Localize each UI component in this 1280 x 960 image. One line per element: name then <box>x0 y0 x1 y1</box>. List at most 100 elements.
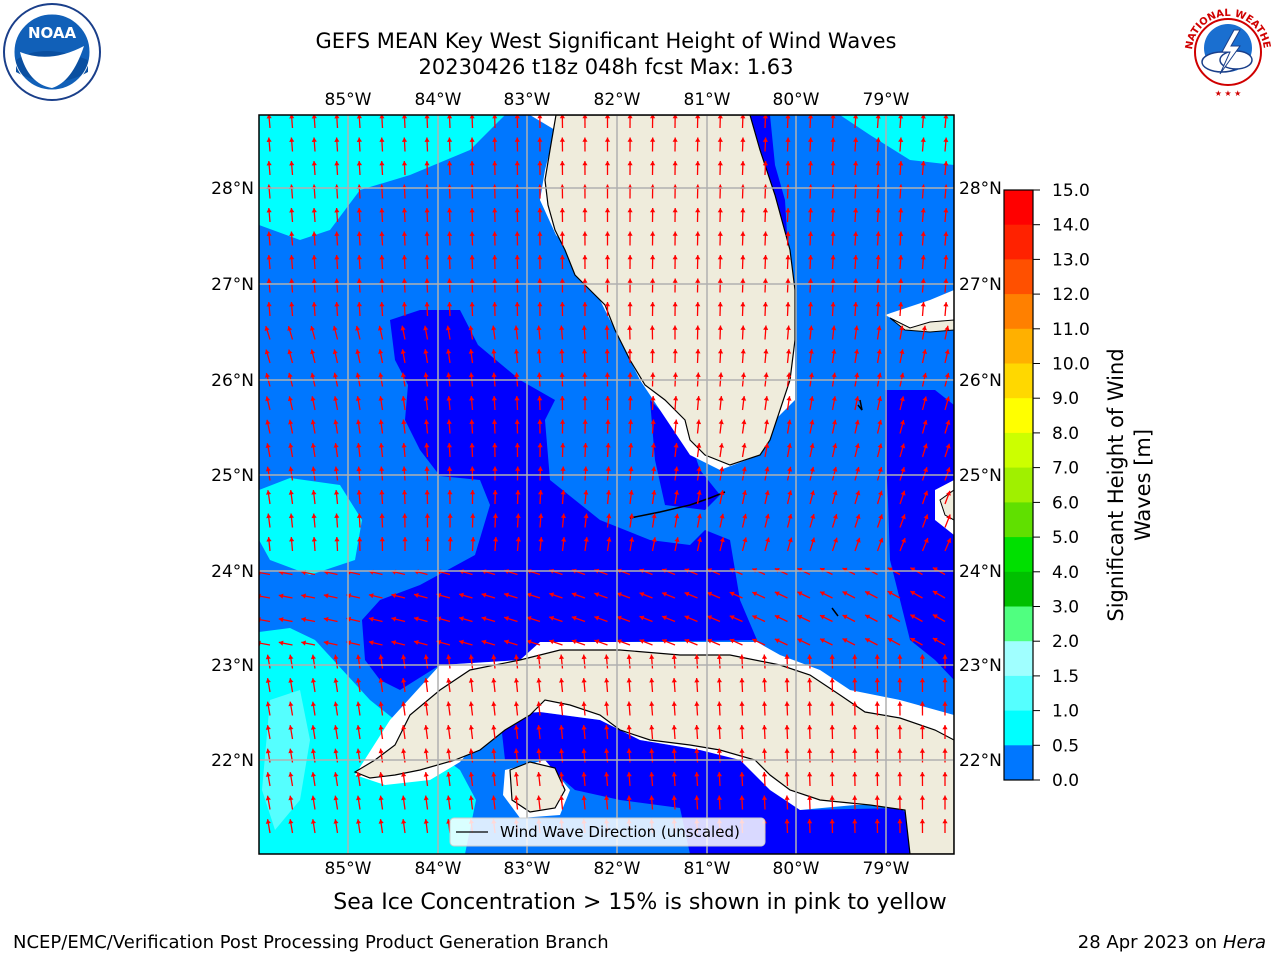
wave-direction-arrowhead <box>582 396 588 401</box>
wave-direction-arrowhead <box>536 678 542 683</box>
wave-direction-arrowhead <box>865 638 871 643</box>
wave-direction-arrowhead <box>878 514 884 520</box>
wave-direction-arrowhead <box>784 748 790 753</box>
wave-direction-arrowhead <box>899 396 905 402</box>
wave-direction-arrowhead <box>323 616 329 622</box>
wave-direction-arrowhead <box>740 278 746 283</box>
wave-direction-arrowhead <box>332 349 338 355</box>
wave-direction-arrowhead <box>898 137 904 142</box>
wave-direction-arrowhead <box>740 161 746 166</box>
wave-direction-arrowhead <box>874 795 880 800</box>
wave-direction-arrowhead <box>649 795 655 800</box>
wave-direction-arrowhead <box>684 591 690 597</box>
wave-direction-arrowhead <box>402 513 408 518</box>
wave-direction-arrowhead <box>266 231 272 236</box>
wave-direction-arrowhead <box>899 325 905 331</box>
wave-direction-arrowhead <box>829 725 835 730</box>
wave-direction-arrowhead <box>662 615 667 621</box>
wave-direction-arrowhead <box>423 748 429 754</box>
wave-direction-arrowhead <box>764 466 770 472</box>
wave-direction-arrowhead <box>649 725 655 730</box>
wave-direction-arrowhead <box>446 795 452 801</box>
wave-direction-arrowhead <box>604 701 610 706</box>
wave-direction-arrowhead <box>356 819 362 824</box>
wave-direction-arrowhead <box>368 616 374 622</box>
wave-direction-arrowhead <box>581 772 587 777</box>
wave-direction-arrowhead <box>378 795 384 801</box>
wave-direction-arrowhead <box>559 231 565 236</box>
wave-direction-arrowhead <box>311 466 317 472</box>
wave-direction-arrowhead <box>400 325 406 331</box>
wave-direction-arrowhead <box>468 772 474 777</box>
wave-direction-arrowhead <box>401 654 407 660</box>
wave-direction-arrowhead <box>446 349 452 354</box>
wave-direction-arrowhead <box>829 678 835 683</box>
wave-direction-arrowhead <box>887 614 893 620</box>
wave-direction-arrowhead <box>752 638 758 644</box>
wave-direction-arrowhead <box>762 231 768 236</box>
wave-direction-arrowhead <box>650 419 656 424</box>
wave-direction-arrowhead <box>266 490 272 495</box>
wave-direction-arrowhead <box>639 592 645 597</box>
wave-direction-arrowhead <box>401 419 407 425</box>
wave-direction-arrowhead <box>468 349 474 354</box>
wave-direction-arrowhead <box>289 231 295 236</box>
wave-direction-arrowhead <box>830 208 836 213</box>
wave-direction-arrowhead <box>265 725 271 730</box>
wave-direction-arrowhead <box>604 349 610 354</box>
wave-direction-arrowhead <box>752 615 758 620</box>
wave-direction-arrowhead <box>672 325 678 330</box>
wave-direction-arrowhead <box>481 616 487 622</box>
wave-direction-arrowhead <box>414 593 419 598</box>
wave-direction-arrowhead <box>729 638 735 644</box>
wave-direction-arrowhead <box>807 137 814 142</box>
wave-direction-arrowhead <box>333 772 339 777</box>
wave-direction-arrowhead <box>379 231 385 236</box>
wave-direction-arrowhead <box>513 701 519 707</box>
wave-direction-arrowhead <box>583 466 589 471</box>
wave-direction-arrowhead <box>741 466 747 472</box>
wave-direction-arrowhead <box>582 349 588 354</box>
field-1.0-1.5 <box>840 115 954 165</box>
wave-direction-arrowhead <box>942 701 948 706</box>
wave-direction-arrowhead <box>696 419 702 425</box>
field-1.0-1.5 <box>259 115 505 240</box>
wave-direction-arrowhead <box>695 278 701 283</box>
wave-direction-arrowhead <box>854 372 860 378</box>
wave-direction-arrowhead <box>333 396 339 401</box>
wave-direction-arrowhead <box>807 795 813 800</box>
wave-direction-arrowhead <box>923 514 929 520</box>
wave-direction-arrowhead <box>356 231 362 236</box>
wave-direction-arrowhead <box>831 396 837 401</box>
wave-direction-arrowhead <box>537 255 543 260</box>
wave-direction-arrowhead <box>922 420 928 425</box>
wave-direction-arrowhead <box>604 372 610 377</box>
wave-direction-arrowhead <box>626 701 632 706</box>
wave-direction-arrowhead <box>493 537 499 542</box>
wave-direction-arrowhead <box>446 725 452 730</box>
wave-direction-arrowhead <box>559 255 565 260</box>
wave-direction-arrowhead <box>923 538 929 543</box>
wave-direction-arrowhead <box>425 537 431 542</box>
wave-direction-arrowhead <box>265 701 271 707</box>
wave-direction-arrowhead <box>910 638 916 643</box>
wave-direction-arrowhead <box>537 419 543 424</box>
wave-direction-arrowhead <box>311 537 317 542</box>
wave-direction-arrowhead <box>697 537 703 543</box>
lon-label-top: 80°W <box>773 90 820 110</box>
wave-direction-arrowhead <box>650 372 656 377</box>
wave-direction-arrowhead <box>830 278 836 283</box>
wave-direction-arrowhead <box>718 396 724 401</box>
wave-direction-arrowhead <box>878 490 883 496</box>
wave-direction-arrowhead <box>492 466 498 471</box>
wave-direction-arrowhead <box>855 490 861 496</box>
wave-direction-arrowhead <box>301 640 306 646</box>
wave-direction-arrowhead <box>447 490 453 495</box>
wave-direction-arrowhead <box>559 678 565 683</box>
wave-direction-arrowhead <box>920 137 926 142</box>
wave-direction-arrowhead <box>559 748 565 754</box>
wave-direction-arrowhead <box>919 654 925 659</box>
wave-direction-arrowhead <box>627 161 633 166</box>
wave-direction-arrowhead <box>875 137 881 142</box>
wave-direction-arrowhead <box>424 302 430 307</box>
